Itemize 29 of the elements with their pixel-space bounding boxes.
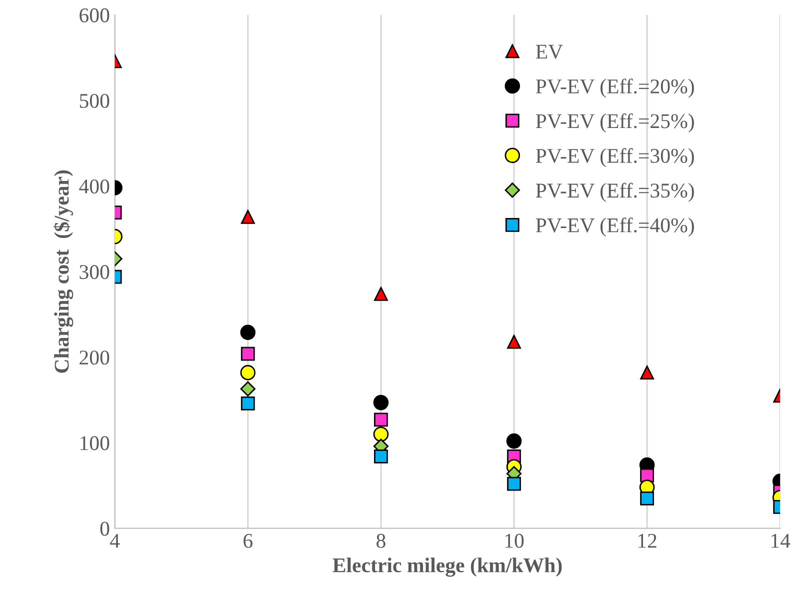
point [374,412,388,427]
point [506,433,522,449]
point [373,426,389,442]
x-tick-label: 12 [638,534,656,548]
legend-label: EV [536,44,563,59]
legend-label: PV-EV (Eff.=30%) [536,148,694,168]
point [507,476,521,491]
x-tick-label: 6 [244,534,252,548]
x-axis-title: Electric milege (km/kWh) [332,558,562,577]
legend-label: PV-EV (Eff.=40%) [536,218,694,237]
y-tick-label: 500 [80,94,110,108]
y-tick-label: 100 [80,436,110,450]
y-tick-label: 0 [100,522,110,536]
x-tick-label: 14 [772,534,790,548]
y-tick-label: 200 [80,350,110,365]
y-tick-label: 400 [79,179,110,194]
x-tick-label: 4 [110,534,120,548]
legend-label: PV-EV (Eff.=25%) [536,113,694,132]
legend-label: PV-EV (Eff.=20%) [536,78,694,98]
x-tick-label: 10 [505,534,524,548]
point [374,286,388,301]
point [373,394,389,410]
y-axis-title: Charging cost ($/year) [53,170,74,373]
x-tick-label: 8 [376,534,386,548]
legend-label: PV-EV (Eff.=35%) [536,182,694,202]
point [374,450,388,464]
point [507,334,521,349]
y-tick-label: 600 [80,8,110,22]
y-tick-label: 300 [80,265,110,280]
